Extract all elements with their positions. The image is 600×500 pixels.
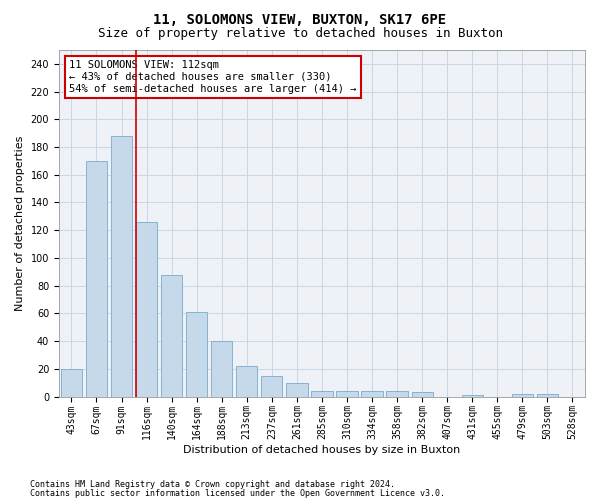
Bar [461, 395, 483, 396]
Bar [136, 222, 157, 396]
Bar [512, 394, 533, 396]
Bar [537, 394, 558, 396]
Bar [311, 391, 332, 396]
Text: 11 SOLOMONS VIEW: 112sqm
← 43% of detached houses are smaller (330)
54% of semi-: 11 SOLOMONS VIEW: 112sqm ← 43% of detach… [70, 60, 357, 94]
Bar [361, 391, 383, 396]
Bar [412, 392, 433, 396]
Bar [211, 341, 232, 396]
X-axis label: Distribution of detached houses by size in Buxton: Distribution of detached houses by size … [184, 445, 461, 455]
Bar [236, 366, 257, 396]
Bar [386, 391, 408, 396]
Text: Contains HM Land Registry data © Crown copyright and database right 2024.: Contains HM Land Registry data © Crown c… [30, 480, 395, 489]
Text: Size of property relative to detached houses in Buxton: Size of property relative to detached ho… [97, 28, 503, 40]
Bar [86, 161, 107, 396]
Bar [161, 274, 182, 396]
Text: Contains public sector information licensed under the Open Government Licence v3: Contains public sector information licen… [30, 489, 445, 498]
Bar [186, 312, 208, 396]
Y-axis label: Number of detached properties: Number of detached properties [15, 136, 25, 311]
Bar [261, 376, 283, 396]
Bar [286, 382, 308, 396]
Bar [337, 391, 358, 396]
Bar [111, 136, 132, 396]
Bar [61, 369, 82, 396]
Text: 11, SOLOMONS VIEW, BUXTON, SK17 6PE: 11, SOLOMONS VIEW, BUXTON, SK17 6PE [154, 12, 446, 26]
